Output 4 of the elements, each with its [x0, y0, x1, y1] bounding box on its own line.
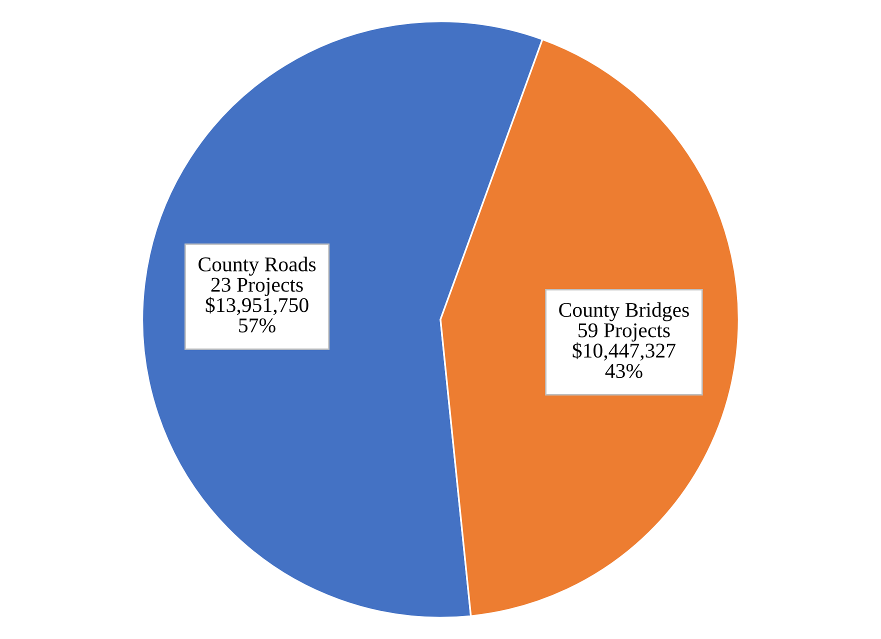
data-label: 23 Projects $13,951,750 57% — [206, 278, 308, 333]
data-label: 59 Projects $10,447,327 43% — [572, 323, 676, 378]
slice-label: County Roads — [198, 256, 316, 276]
slice-label: County Bridges — [559, 302, 689, 322]
